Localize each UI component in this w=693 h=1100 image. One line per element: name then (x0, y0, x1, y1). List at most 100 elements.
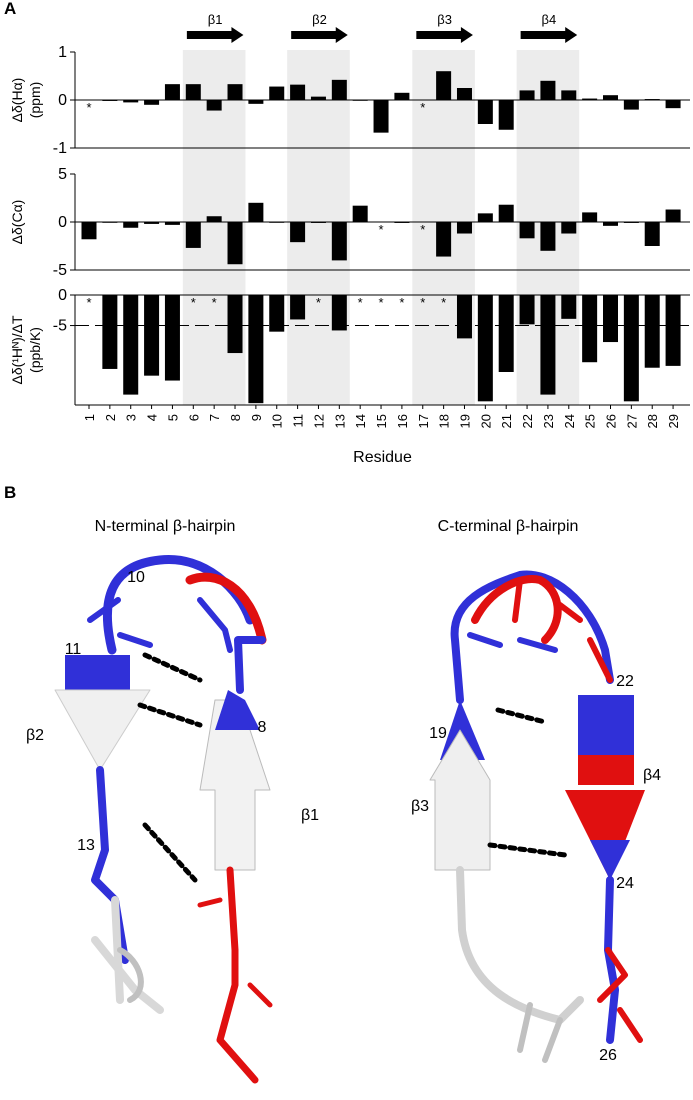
x-tick-label: 12 (311, 414, 326, 428)
bar (227, 222, 243, 265)
x-tick-label: 25 (583, 414, 598, 428)
bar (436, 71, 452, 100)
bar (519, 222, 535, 239)
bar (623, 100, 639, 110)
bar (603, 95, 618, 100)
missing-marker: * (441, 295, 446, 310)
x-tick-label: 2 (103, 414, 118, 421)
structure-n-terminal (54, 555, 273, 1084)
bar (310, 96, 326, 100)
y-tick-label: 1 (58, 44, 67, 61)
y-tick-label: -1 (53, 140, 67, 157)
structure-label: 13 (77, 837, 95, 854)
y-axis-title: Δδ(¹Hᴺ)/ΔT (ppb/K) (9, 315, 43, 385)
bar (644, 295, 660, 368)
strand-arrow (186, 27, 244, 43)
structure-label: 24 (616, 875, 634, 892)
strand-arrow (416, 27, 473, 43)
bar (582, 212, 598, 222)
x-tick-label: 7 (207, 414, 222, 421)
x-tick-label: 19 (457, 414, 472, 428)
structure-label: 8 (258, 719, 267, 736)
bar (477, 100, 493, 124)
x-tick-label: 14 (353, 414, 368, 428)
bar (81, 222, 97, 240)
bar (248, 202, 264, 222)
y-axis-title-line: (ppb/K) (27, 327, 43, 373)
missing-marker: * (358, 295, 363, 310)
structure-label: β1 (301, 807, 319, 824)
bar (540, 295, 556, 395)
y-tick-label: 0 (58, 287, 67, 304)
x-tick-label: 24 (562, 414, 577, 428)
bar (290, 295, 306, 320)
x-tick-label: 20 (478, 414, 493, 428)
bar (456, 88, 472, 100)
bar (561, 222, 577, 234)
x-tick-label: 15 (374, 414, 389, 428)
bar (269, 295, 285, 332)
x-tick-label: 9 (249, 414, 264, 421)
bar (498, 204, 514, 222)
bar (540, 80, 556, 100)
bar (164, 84, 180, 100)
strand-label: β2 (312, 12, 327, 27)
x-tick-label: 10 (270, 414, 285, 428)
bar (477, 213, 493, 222)
missing-marker: * (379, 295, 384, 310)
structure-label: 22 (616, 673, 634, 690)
bar (394, 92, 410, 100)
structure-label: 11 (65, 641, 82, 658)
bar (477, 295, 493, 402)
bar (102, 295, 118, 369)
bar (561, 295, 577, 319)
y-tick-label: 5 (58, 166, 67, 183)
structure-title: C-terminal β-hairpin (438, 518, 579, 535)
bar (665, 209, 681, 222)
y-axis-title-line: Δδ(Hα) (9, 78, 25, 123)
x-tick-label: 27 (624, 414, 639, 428)
y-axis-title-line: (ppm) (27, 82, 43, 119)
y-tick-label: 0 (58, 92, 67, 109)
x-tick-label: 5 (165, 414, 180, 421)
missing-marker: * (420, 222, 425, 237)
bar (582, 295, 598, 363)
missing-marker: * (212, 295, 217, 310)
bar (623, 295, 639, 402)
missing-marker: * (420, 295, 425, 310)
structure-label: 26 (599, 1047, 617, 1064)
bar (436, 222, 452, 257)
bar (603, 295, 618, 343)
bar (123, 222, 139, 228)
bar (269, 86, 285, 100)
x-tick-label: 11 (291, 414, 306, 428)
x-tick-label: 18 (437, 414, 452, 428)
structure-label: β4 (643, 767, 661, 784)
missing-marker: * (86, 100, 91, 115)
strand-label: β1 (208, 12, 223, 27)
x-tick-label: 4 (145, 414, 160, 421)
bar (456, 295, 472, 339)
bar (561, 90, 577, 100)
y-tick-label: -5 (53, 318, 67, 335)
bar (144, 100, 160, 105)
missing-marker: * (191, 295, 196, 310)
bar (144, 295, 160, 376)
strand-label: β3 (437, 12, 452, 27)
bar (644, 222, 660, 246)
bar (164, 222, 180, 225)
bar (582, 98, 598, 100)
structure-title: N-terminal β-hairpin (95, 518, 236, 535)
structure-label: 10 (127, 569, 145, 586)
x-tick-label: 16 (395, 414, 410, 428)
bar (665, 295, 681, 366)
bar (123, 295, 139, 395)
bar (227, 295, 243, 354)
missing-marker: * (399, 295, 404, 310)
x-tick-label: 23 (541, 414, 556, 428)
x-tick-label: 22 (520, 414, 535, 428)
bar (290, 84, 306, 100)
panel-label: A (4, 0, 16, 18)
bar (185, 84, 201, 100)
